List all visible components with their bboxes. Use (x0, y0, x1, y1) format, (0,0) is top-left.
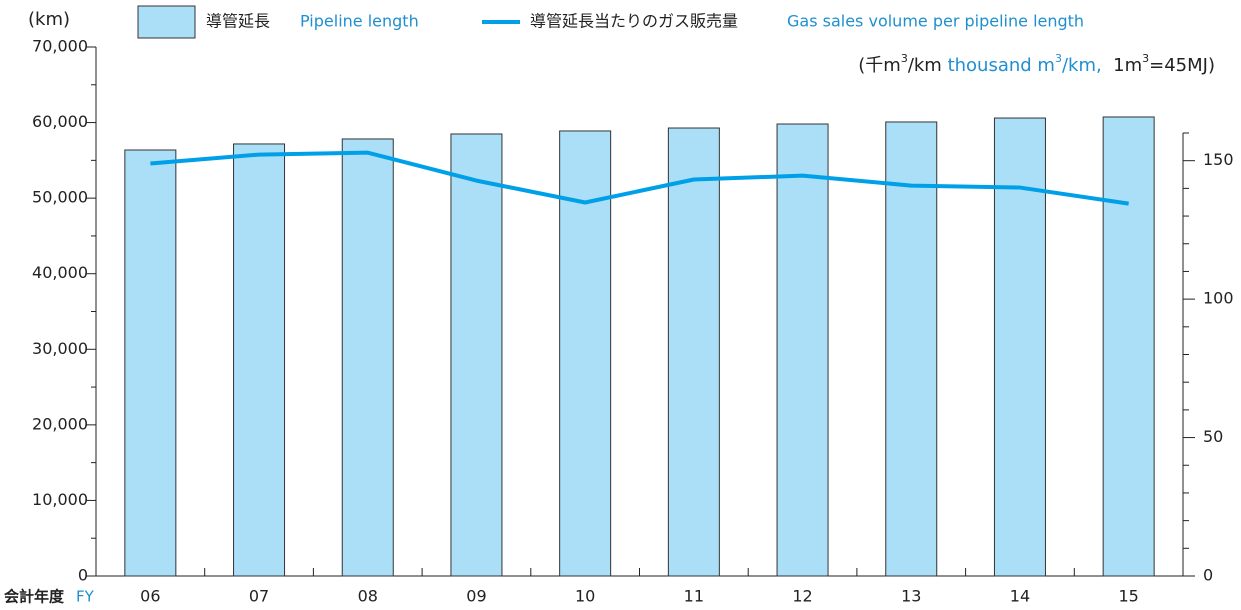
y-tick-label: 40,000 (32, 263, 88, 282)
y2-unit: (千m3/km thousand m3/km, 1m3=45MJ) (858, 52, 1215, 76)
y-unit: (km) (28, 9, 70, 30)
unit-part: 3 (1055, 52, 1062, 65)
y-tick-label: 20,000 (32, 414, 88, 433)
unit-part: (千m (858, 55, 901, 76)
unit-part: /km, (1062, 55, 1102, 76)
y-tick-label: 30,000 (32, 339, 88, 358)
x-tick-label: 10 (575, 587, 595, 606)
x-tick-label: 15 (1118, 587, 1138, 606)
legend-label-en: Pipeline length (300, 12, 419, 31)
legend-swatch-bar (137, 5, 196, 39)
y-tick-label: 60,000 (32, 112, 88, 131)
line-series (150, 150, 1129, 206)
y-tick-label: 70,000 (32, 37, 88, 56)
x-tick-label: 12 (792, 587, 812, 606)
x-tick-label: 13 (901, 587, 921, 606)
bar (885, 121, 938, 577)
bar (233, 143, 286, 577)
x-label-en: FY (76, 588, 95, 606)
x-tick-label: 11 (684, 587, 704, 606)
bar (776, 123, 829, 577)
x-tick-label: 08 (358, 587, 378, 606)
unit-part: thousand m (948, 55, 1055, 76)
bar (667, 127, 720, 577)
bar (1102, 116, 1155, 577)
x-tick-label: 06 (140, 587, 160, 606)
y2-tick-label: 150 (1203, 150, 1234, 169)
unit-part: =45MJ) (1149, 55, 1215, 76)
y2-tick-label: 50 (1203, 427, 1223, 446)
bar (341, 138, 394, 577)
y-tick-label: 50,000 (32, 188, 88, 207)
legend-label: 導管延長 (206, 12, 270, 31)
x-tick-label: 09 (466, 587, 486, 606)
x-tick-label: 14 (1010, 587, 1030, 606)
legend-label-en: Gas sales volume per pipeline length (787, 12, 1084, 31)
y2-tick-label: 0 (1203, 566, 1213, 585)
y-tick-label: 0 (78, 566, 88, 585)
bar (993, 117, 1046, 577)
bar (450, 133, 503, 577)
y2-tick-label: 100 (1203, 289, 1234, 308)
unit-part: 1m (1102, 55, 1142, 76)
unit-part: 3 (901, 52, 908, 65)
unit-part: 3 (1142, 52, 1149, 65)
y-tick-label: 10,000 (32, 490, 88, 509)
unit-part: /km (908, 55, 948, 76)
x-label: 会計年度 (4, 588, 65, 606)
bar (559, 130, 612, 577)
legend-label: 導管延長当たりのガス販売量 (530, 12, 738, 31)
bar (124, 149, 177, 577)
x-tick-label: 07 (249, 587, 269, 606)
